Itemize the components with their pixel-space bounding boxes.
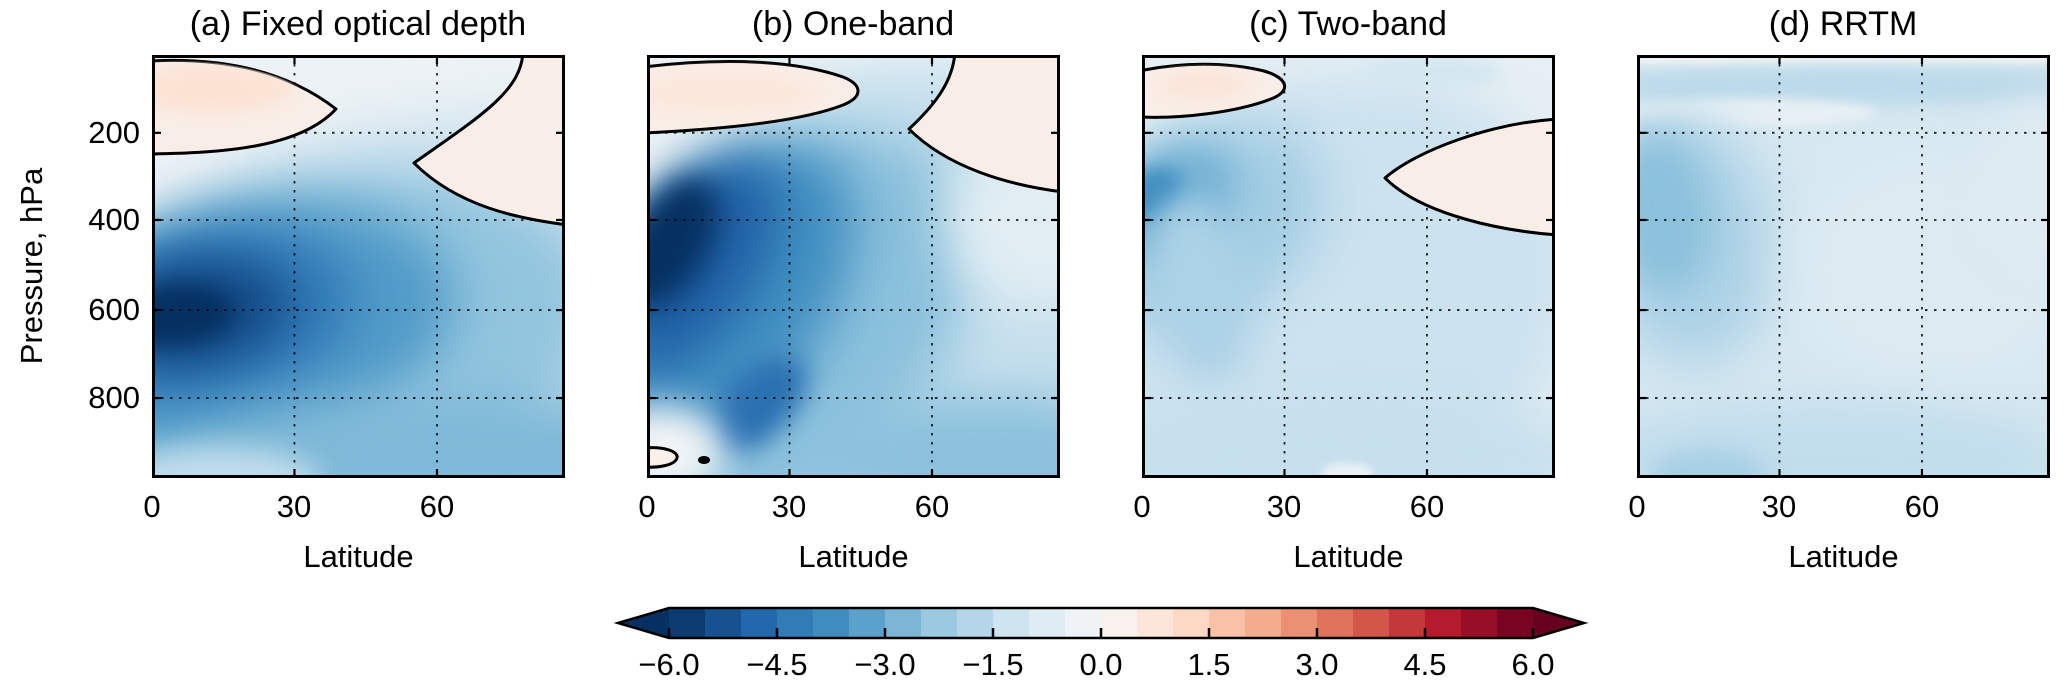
colorbar-tick-neg4p5: −4.5: [746, 647, 808, 682]
colorbar-tick-1p5: 1.5: [1187, 647, 1231, 682]
panel-d-x-tick-0: 0: [1628, 489, 1646, 524]
colorbar: [613, 606, 1589, 640]
colorbar-tick-neg1p5: −1.5: [962, 647, 1024, 682]
panel-d-title: (d) RRTM: [1768, 5, 1918, 43]
colorbar-tick-neg3: −3.0: [854, 647, 916, 682]
panel-b-x-axis-label: Latitude: [798, 539, 909, 574]
panel-d-x-axis-label: Latitude: [1788, 539, 1899, 574]
panel-d-plot: [1637, 55, 2050, 478]
panel-a-title: (a) Fixed optical depth: [189, 5, 527, 43]
colorbar-tick-4p5: 4.5: [1403, 647, 1447, 682]
panel-b-plot: [647, 55, 1060, 478]
panel-d-x-tick-30: 30: [1761, 489, 1797, 524]
panel-c-x-tick-0: 0: [1133, 489, 1151, 524]
colorbar-tick-3: 3.0: [1295, 647, 1339, 682]
panel-a-x-tick-0: 0: [143, 489, 161, 524]
y-tick-200: 200: [88, 115, 140, 150]
panel-b-contour-canvas: [647, 55, 1060, 478]
panel-a-x-tick-60: 60: [419, 489, 455, 524]
panel-a-x-tick-30: 30: [276, 489, 312, 524]
panel-c-title: (c) Two-band: [1249, 5, 1447, 43]
panel-d-x-tick-60: 60: [1904, 489, 1940, 524]
panel-b-x-tick-60: 60: [914, 489, 950, 524]
y-tick-800: 800: [88, 380, 140, 415]
y-axis-label: Pressure, hPa: [14, 167, 49, 365]
panel-c-plot: [1142, 55, 1555, 478]
panel-b-x-tick-30: 30: [771, 489, 807, 524]
panel-d-contour-canvas: [1637, 55, 2050, 478]
y-tick-400: 400: [88, 202, 140, 237]
colorbar-tick-0: 0.0: [1079, 647, 1123, 682]
panel-c-x-axis-label: Latitude: [1293, 539, 1404, 574]
panel-a-plot: [152, 55, 565, 478]
y-tick-600: 600: [88, 292, 140, 327]
panel-b-title: (b) One-band: [751, 5, 955, 43]
panel-c-contour-canvas: [1142, 55, 1555, 478]
panel-c-x-tick-30: 30: [1266, 489, 1302, 524]
panel-c-x-tick-60: 60: [1409, 489, 1445, 524]
colorbar-tick-6: 6.0: [1511, 647, 1555, 682]
panel-a-contour-canvas: [152, 55, 565, 478]
panel-a-x-axis-label: Latitude: [303, 539, 414, 574]
colorbar-tick-neg6: −6.0: [638, 647, 700, 682]
panel-b-x-tick-0: 0: [638, 489, 656, 524]
